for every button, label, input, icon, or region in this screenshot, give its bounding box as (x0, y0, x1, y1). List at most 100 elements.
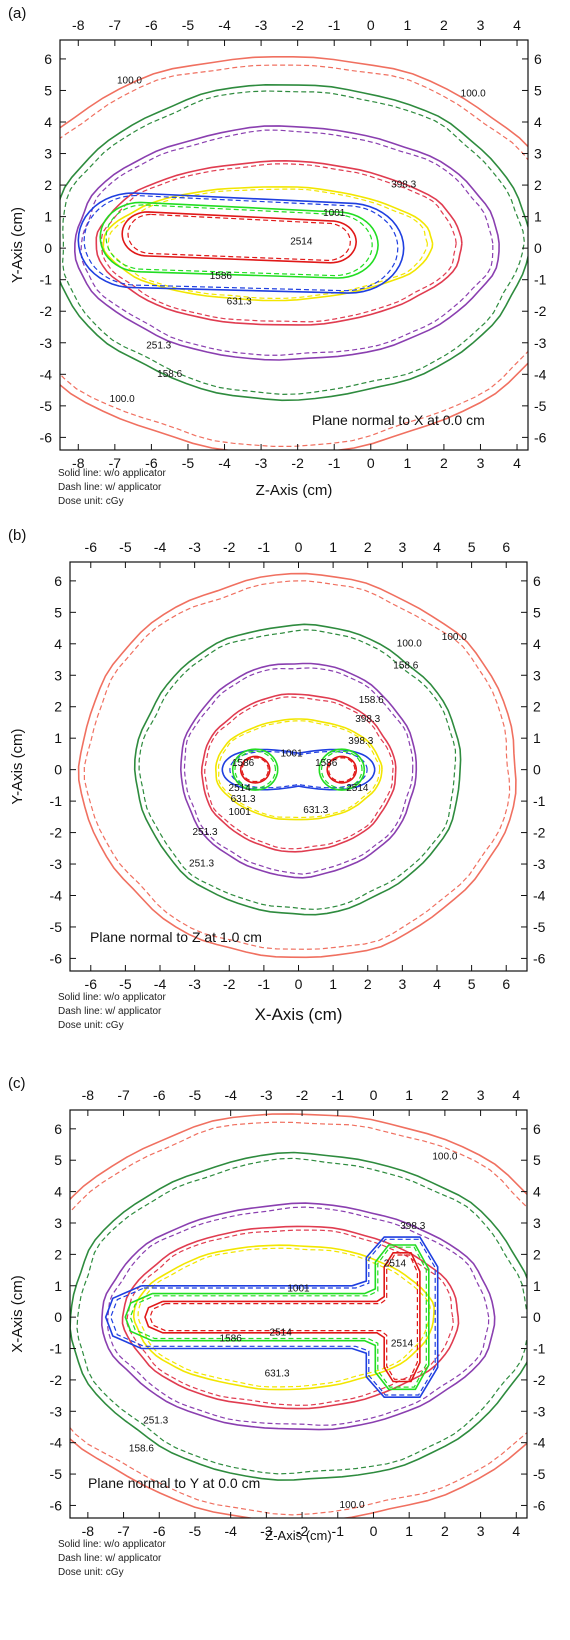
y-tick-label-left: -4 (40, 366, 53, 382)
isodose-1586-dash (234, 750, 277, 789)
x-tick-label-top: -4 (218, 17, 231, 33)
isodose-2514-solid (144, 1252, 421, 1383)
plot-area: 100.0 100.0 158.6 158.6 398.3 398.3 1001 1586 15… (77, 572, 517, 959)
x-tick-label-bottom: 2 (440, 455, 448, 471)
isodose-631-3-dash (137, 1247, 431, 1388)
isodose-2514-solid (326, 755, 358, 784)
y-tick-label-right: 1 (533, 730, 541, 746)
isodose-2514-dash (241, 757, 269, 783)
x-tick-label-bottom: 3 (477, 1523, 485, 1539)
isodose-100-0-dash (70, 1121, 527, 1516)
x-tick-label-top: -4 (224, 1087, 237, 1103)
y-tick-label-left: -3 (40, 335, 53, 351)
x-tick-label-top: -3 (255, 17, 268, 33)
y-axis-label: Y-Axis (cm) (9, 728, 26, 804)
y-tick-label-right: 4 (533, 1184, 541, 1200)
y-tick-label-left: 4 (54, 636, 62, 652)
contour-label: 251.3 (146, 341, 171, 352)
y-tick-label-left: 0 (44, 240, 52, 256)
x-tick-label-bottom: 4 (433, 976, 441, 992)
legend-line: Solid line: w/o applicator (58, 1539, 167, 1550)
y-tick-label-right: -6 (533, 1497, 546, 1513)
panel-a: 100.0100.0100.0158.6251.3398.3631.310011… (8, 5, 547, 507)
x-tick-label-top: -2 (296, 1087, 309, 1103)
y-tick-label-right: 0 (533, 1309, 541, 1325)
contour-label: 2514 (229, 783, 252, 794)
x-tick-label-bottom: -3 (260, 1523, 273, 1539)
x-tick-label-bottom: 1 (329, 976, 337, 992)
x-tick-label-top: -8 (82, 1087, 95, 1103)
isodose-158-6-dash (76, 1157, 527, 1475)
contour-label: 100.0 (432, 1152, 457, 1163)
plane-annotation: Plane normal to Y at 0.0 cm (88, 1475, 260, 1491)
isodose-1586-dash (105, 204, 373, 277)
y-tick-label-right: -5 (533, 919, 546, 935)
isodose-100-0-dash (60, 64, 528, 447)
y-tick-label-right: 3 (533, 1215, 541, 1231)
contour-label: 398.3 (400, 1221, 425, 1232)
isodose-631-3-solid (132, 1244, 435, 1391)
x-tick-label-bottom: -6 (145, 455, 158, 471)
plane-annotation: Plane normal to X at 0.0 cm (312, 412, 485, 428)
isodose-251-3-dash (183, 667, 414, 875)
x-tick-label-bottom: -2 (223, 976, 236, 992)
x-tick-label-bottom: 4 (513, 455, 521, 471)
x-tick-label-top: 4 (512, 1087, 520, 1103)
isodose-398-3-dash (204, 696, 394, 850)
x-tick-label-top: 1 (405, 1087, 413, 1103)
plot-frame (59, 39, 529, 451)
x-tick-label-top: 5 (468, 539, 476, 555)
x-tick-label-bottom: -5 (182, 455, 195, 471)
x-tick-label-top: 3 (398, 539, 406, 555)
x-tick-label-top: 1 (403, 17, 411, 33)
isodose-158-6-solid (60, 83, 528, 402)
contour-label: 1586 (315, 758, 338, 769)
x-tick-label-bottom: -8 (82, 1523, 95, 1539)
panel-label: (b) (8, 527, 26, 544)
y-tick-label-right: -2 (533, 825, 546, 841)
legend-line: Dose unit: cGy (58, 496, 124, 507)
contour-label: 100.0 (442, 632, 467, 643)
x-tick-label-top: -3 (260, 1087, 273, 1103)
y-tick-label-left: 2 (54, 1246, 62, 1262)
isodose-1001-solid (77, 192, 405, 294)
contour-label: 631.3 (265, 1368, 290, 1379)
y-tick-label-left: 4 (54, 1184, 62, 1200)
isodose-100-0-solid (70, 1113, 527, 1518)
x-tick-label-bottom: 1 (405, 1523, 413, 1539)
contour-label: 1586 (220, 1334, 243, 1345)
y-tick-label-left: 2 (54, 699, 62, 715)
isodose-398-3-solid (121, 1225, 460, 1410)
y-tick-label-right: 5 (534, 82, 542, 98)
contour-label: 100.0 (340, 1500, 365, 1511)
y-tick-label-left: 0 (54, 762, 62, 778)
y-tick-label-right: -2 (533, 1372, 546, 1388)
plane-annotation: Plane normal to Z at 1.0 cm (90, 929, 262, 945)
x-tick-label-bottom: 6 (502, 976, 510, 992)
x-tick-label-bottom: -3 (188, 976, 201, 992)
x-tick-label-bottom: -8 (72, 455, 85, 471)
isodose-1586-solid (124, 1244, 430, 1391)
contour-label: 631.3 (231, 794, 256, 805)
x-tick-label-top: -7 (109, 17, 122, 33)
panel-label: (a) (8, 5, 26, 22)
x-tick-label-bottom: -5 (119, 976, 132, 992)
y-tick-label-right: 3 (534, 146, 542, 162)
contour-label: 158.6 (359, 695, 384, 706)
y-tick-label-right: -4 (533, 887, 546, 903)
y-tick-label-left: 1 (44, 209, 52, 225)
isodose-251-3-dash (106, 1206, 490, 1426)
y-tick-label-left: 1 (54, 730, 62, 746)
y-tick-label-left: 3 (54, 667, 62, 683)
y-tick-label-right: 6 (533, 573, 541, 589)
x-tick-label-top: -4 (154, 539, 167, 555)
isodose-398-3-solid (200, 693, 397, 853)
contour-label: 1586 (210, 271, 233, 282)
y-tick-label-left: 4 (44, 114, 52, 130)
y-tick-label-right: 2 (533, 699, 541, 715)
y-tick-label-left: -6 (40, 429, 53, 445)
x-tick-label-top: 2 (364, 539, 372, 555)
contour-label: 251.3 (189, 859, 214, 870)
contour-label: 1001 (323, 208, 346, 219)
